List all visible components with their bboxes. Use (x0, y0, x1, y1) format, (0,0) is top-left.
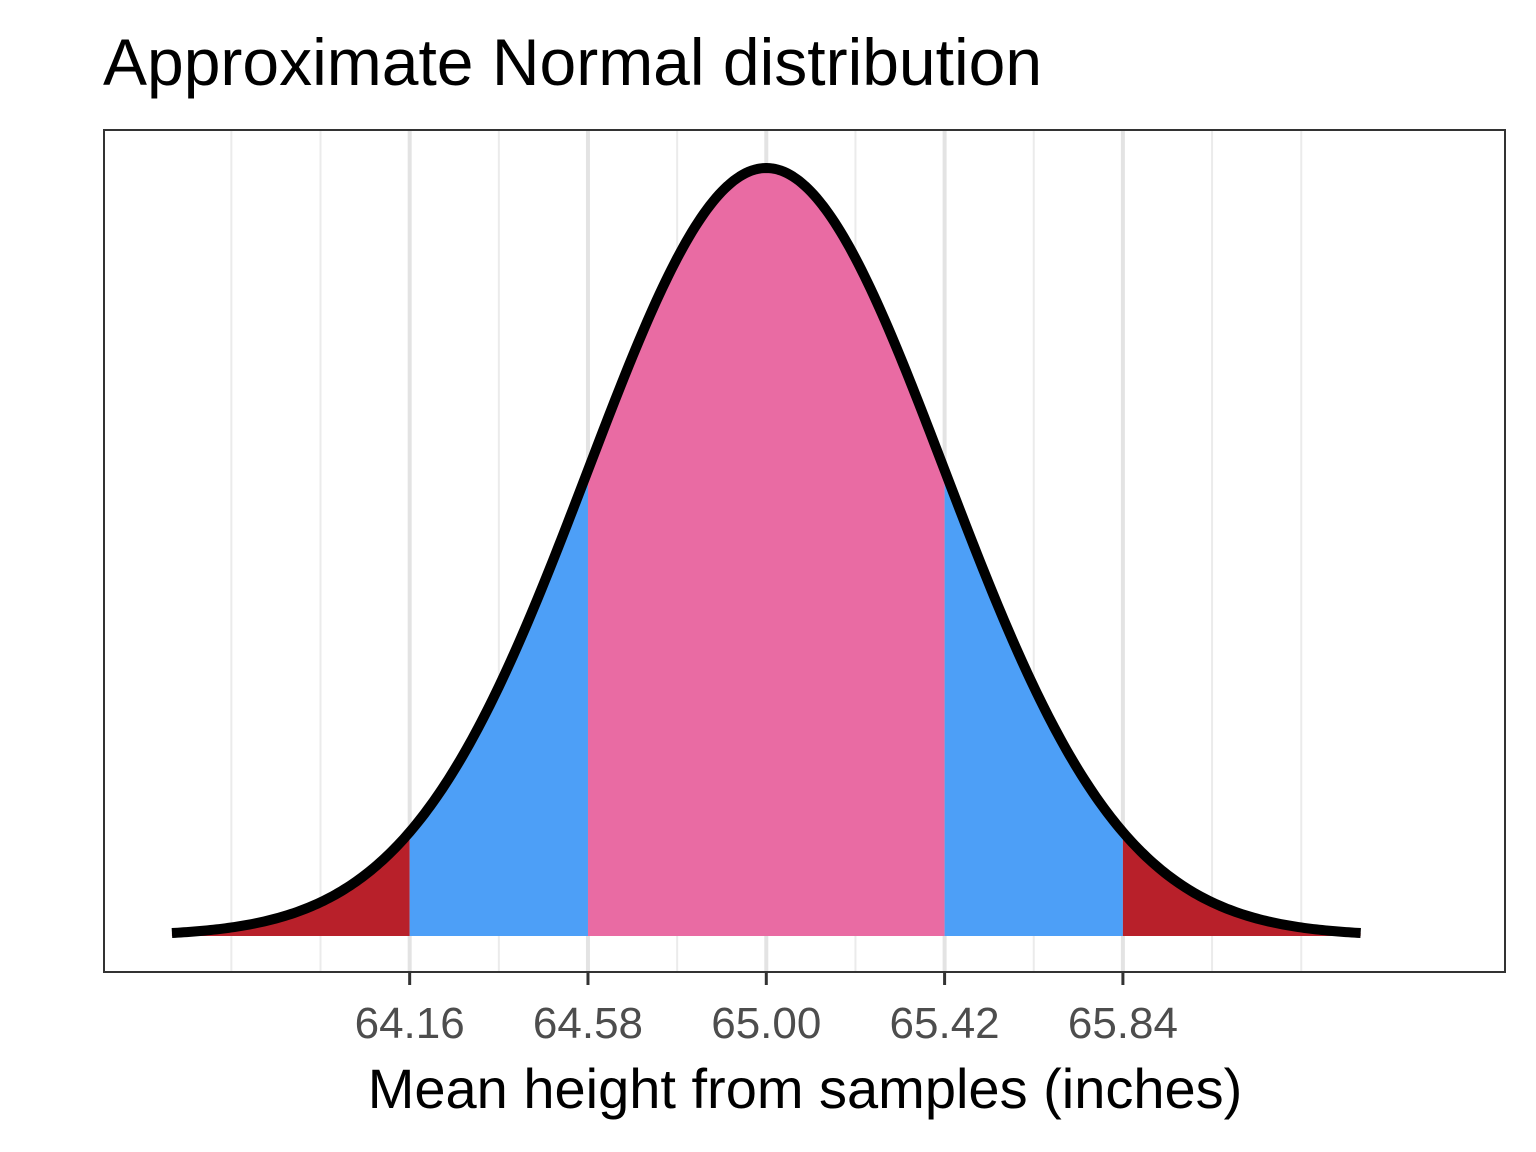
density-curve (169, 163, 1363, 939)
x-axis-label: Mean height from samples (inches) (368, 1057, 1243, 1120)
region-4 (1122, 832, 1361, 936)
x-axis-ticks: 64.16 64.58 65.00 65.42 65.84 (355, 972, 1178, 1048)
x-tick-label-3: 65.42 (890, 999, 1000, 1048)
x-tick-label-2: 65.00 (711, 999, 821, 1048)
shaded-regions (171, 168, 1361, 936)
region-0 (171, 832, 410, 936)
x-tick-label-1: 64.58 (533, 999, 643, 1048)
region-2 (587, 168, 945, 936)
chart-title: Approximate Normal distribution (103, 25, 1042, 99)
plot-border (103, 129, 1506, 973)
x-tick-label-4: 65.84 (1068, 999, 1178, 1048)
x-tick-label-0: 64.16 (355, 999, 465, 1048)
